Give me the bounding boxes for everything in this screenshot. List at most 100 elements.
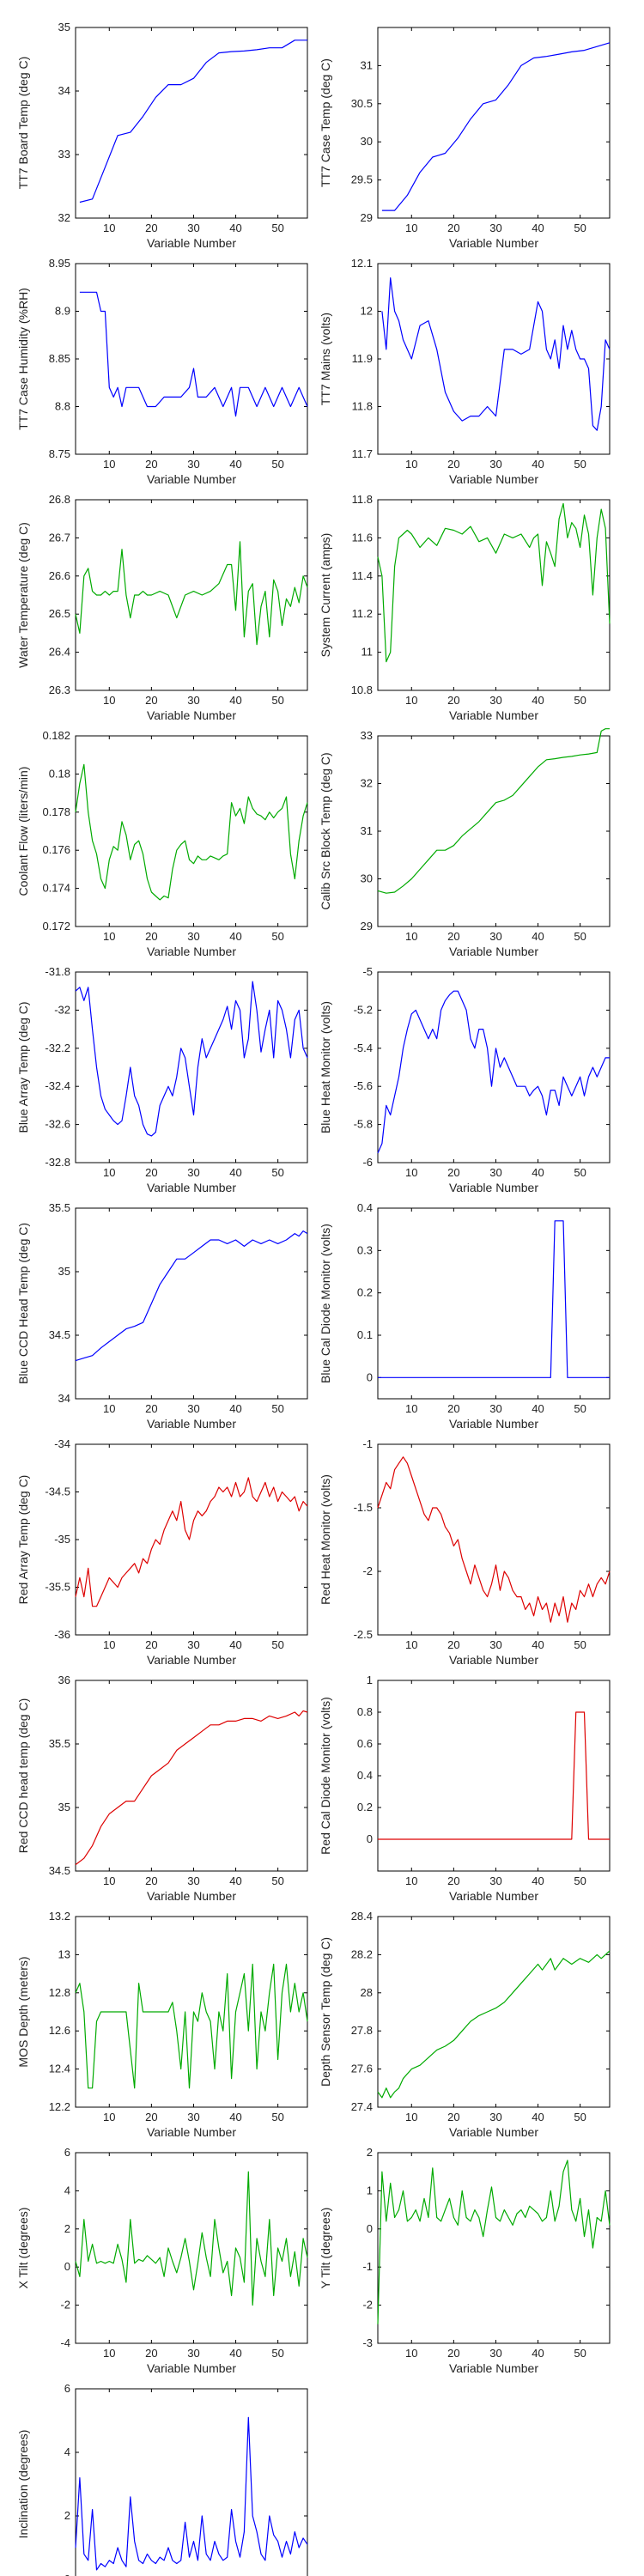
x-axis-label: Variable Number xyxy=(147,1417,236,1431)
y-tick-label: 6 xyxy=(64,2146,70,2159)
x-tick-label: 10 xyxy=(103,694,115,707)
y-axis-label: MOS Depth (meters) xyxy=(16,1956,30,2067)
x-tick-label: 30 xyxy=(489,694,501,707)
y-tick-label: 34.5 xyxy=(49,1328,70,1341)
y-tick-label: 0.4 xyxy=(357,1201,373,1214)
x-axis-label: Variable Number xyxy=(147,708,236,722)
subplot-20: 10 20 30 40 50 -3 -2 -1 0 1 2 Variable Number Y Tilt… xyxy=(319,2146,611,2375)
x-tick-label: 20 xyxy=(145,1166,157,1179)
y-tick-label: 11.4 xyxy=(352,569,373,582)
y-tick-label: 0 xyxy=(367,1832,373,1845)
series-line xyxy=(377,1950,611,2099)
y-tick-label: 11.8 xyxy=(352,493,373,506)
y-tick-label: -6 xyxy=(362,1156,373,1169)
x-tick-label: 40 xyxy=(532,1166,544,1179)
axes-frame xyxy=(75,263,308,455)
x-axis-label: Variable Number xyxy=(449,2361,538,2375)
x-tick-label: 30 xyxy=(187,222,199,234)
x-tick-label: 10 xyxy=(103,458,115,471)
x-tick-label: 20 xyxy=(447,2111,459,2123)
y-tick-label: 26.3 xyxy=(49,683,70,696)
axes-frame xyxy=(75,27,308,219)
y-tick-label: 36 xyxy=(58,1674,70,1686)
y-tick-label: 13.2 xyxy=(49,1910,70,1923)
y-axis-label: X Tilt (degrees) xyxy=(16,2208,30,2289)
x-tick-label: 50 xyxy=(271,222,283,234)
x-tick-label: 30 xyxy=(187,2111,199,2123)
y-tick-label: 26.4 xyxy=(49,646,70,659)
y-tick-label: -5.2 xyxy=(354,1003,373,1016)
x-tick-label: 50 xyxy=(271,2111,283,2123)
y-tick-label: -2 xyxy=(60,2299,70,2312)
x-tick-label: 20 xyxy=(447,1402,459,1415)
y-tick-label: 0.18 xyxy=(49,767,70,780)
y-tick-label: 29 xyxy=(361,920,373,933)
y-tick-label: 0 xyxy=(367,2222,373,2235)
x-tick-label: 10 xyxy=(103,222,115,234)
y-axis-label: Red Heat Monitor (volts) xyxy=(319,1474,332,1605)
y-tick-label: 8.75 xyxy=(49,447,70,460)
y-tick-label: -35 xyxy=(54,1533,70,1546)
y-tick-label: 34 xyxy=(58,84,70,97)
series-line xyxy=(377,728,610,894)
x-tick-label: 10 xyxy=(103,1402,115,1415)
subplot-1: 10 20 30 40 50 32 33 34 35 Variable Number TT7 Boa… xyxy=(16,21,308,250)
subplot-4: 10 20 30 40 50 11.7 11.8 11.9 12 12.1 Variable Num… xyxy=(319,257,611,486)
y-axis-label: Red Array Temp (deg C) xyxy=(16,1475,30,1605)
x-tick-label: 20 xyxy=(145,222,157,234)
y-tick-label: 8.85 xyxy=(49,352,70,365)
axes-frame xyxy=(75,735,308,927)
axes-frame xyxy=(377,1680,611,1872)
x-axis-label: Variable Number xyxy=(147,1181,236,1194)
y-tick-label: -32.2 xyxy=(45,1042,70,1054)
subplot-18: 10 20 30 40 50 27.4 27.6 27.8 28 28.2 28.4 Variable… xyxy=(319,1910,611,2139)
x-tick-label: 50 xyxy=(271,458,283,471)
y-axis-label: Blue Heat Monitor (volts) xyxy=(319,1001,332,1133)
y-tick-label: -31.8 xyxy=(45,965,70,978)
axes-frame xyxy=(75,2152,308,2344)
y-tick-label: 31 xyxy=(361,58,373,71)
y-tick-label: 26.8 xyxy=(49,493,70,506)
y-tick-label: 27.8 xyxy=(351,2024,373,2037)
x-tick-label: 50 xyxy=(271,694,283,707)
axes-frame xyxy=(75,2388,308,2576)
y-axis-label: System Current (amps) xyxy=(319,533,332,658)
x-tick-label: 20 xyxy=(145,1402,157,1415)
y-tick-label: 13 xyxy=(58,1947,70,1960)
y-axis-label: TT7 Board Temp (deg C) xyxy=(16,57,30,190)
axes-frame xyxy=(75,1680,308,1872)
y-tick-label: 12 xyxy=(361,305,373,318)
axes-frame xyxy=(377,499,611,691)
y-tick-label: 0.176 xyxy=(42,843,70,856)
axes-frame xyxy=(377,1916,611,2108)
x-tick-label: 20 xyxy=(447,1874,459,1887)
x-tick-label: 20 xyxy=(447,1166,459,1179)
y-tick-label: 6 xyxy=(64,2382,70,2395)
x-axis-label: Variable Number xyxy=(147,236,236,250)
y-tick-label: -2 xyxy=(362,2299,373,2312)
y-tick-label: 11.6 xyxy=(352,531,373,544)
y-tick-label: -2.5 xyxy=(354,1628,373,1641)
y-tick-label: 2 xyxy=(64,2509,70,2522)
y-tick-label: 2 xyxy=(64,2222,70,2235)
subplot-3: 10 20 30 40 50 8.75 8.8 8.85 8.9 8.95 Variable Num… xyxy=(16,257,308,486)
x-axis-label: Variable Number xyxy=(147,2361,236,2375)
y-axis-label: Blue Cal Diode Monitor (volts) xyxy=(319,1224,332,1383)
x-tick-label: 40 xyxy=(229,1874,241,1887)
x-tick-label: 10 xyxy=(405,1638,417,1651)
x-axis-label: Variable Number xyxy=(449,708,538,722)
series-line xyxy=(75,981,308,1137)
x-tick-label: 40 xyxy=(532,2347,544,2360)
series-line xyxy=(75,2171,308,2306)
series-line xyxy=(75,763,308,901)
series-line xyxy=(377,502,611,663)
series-line xyxy=(75,1477,308,1607)
x-axis-label: Variable Number xyxy=(449,1653,538,1667)
x-tick-label: 30 xyxy=(187,1874,199,1887)
series-line xyxy=(75,1230,308,1362)
subplot-6: 10 20 30 40 50 10.8 11 11.2 11.4 11.6 11.8 Variable… xyxy=(319,493,611,722)
y-tick-label: 1 xyxy=(367,1674,373,1686)
x-tick-label: 30 xyxy=(187,694,199,707)
y-tick-label: 26.7 xyxy=(49,531,70,544)
y-tick-label: 35 xyxy=(58,21,70,33)
